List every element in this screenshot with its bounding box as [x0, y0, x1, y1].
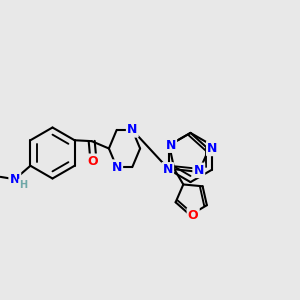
Text: N: N — [166, 139, 176, 152]
Text: N: N — [207, 142, 218, 155]
Text: N: N — [127, 123, 137, 136]
Text: N: N — [112, 160, 122, 174]
Text: O: O — [188, 208, 199, 222]
Text: N: N — [10, 173, 20, 186]
Text: N: N — [163, 163, 173, 176]
Text: O: O — [88, 155, 98, 168]
Text: H: H — [19, 180, 27, 190]
Text: N: N — [194, 164, 204, 177]
